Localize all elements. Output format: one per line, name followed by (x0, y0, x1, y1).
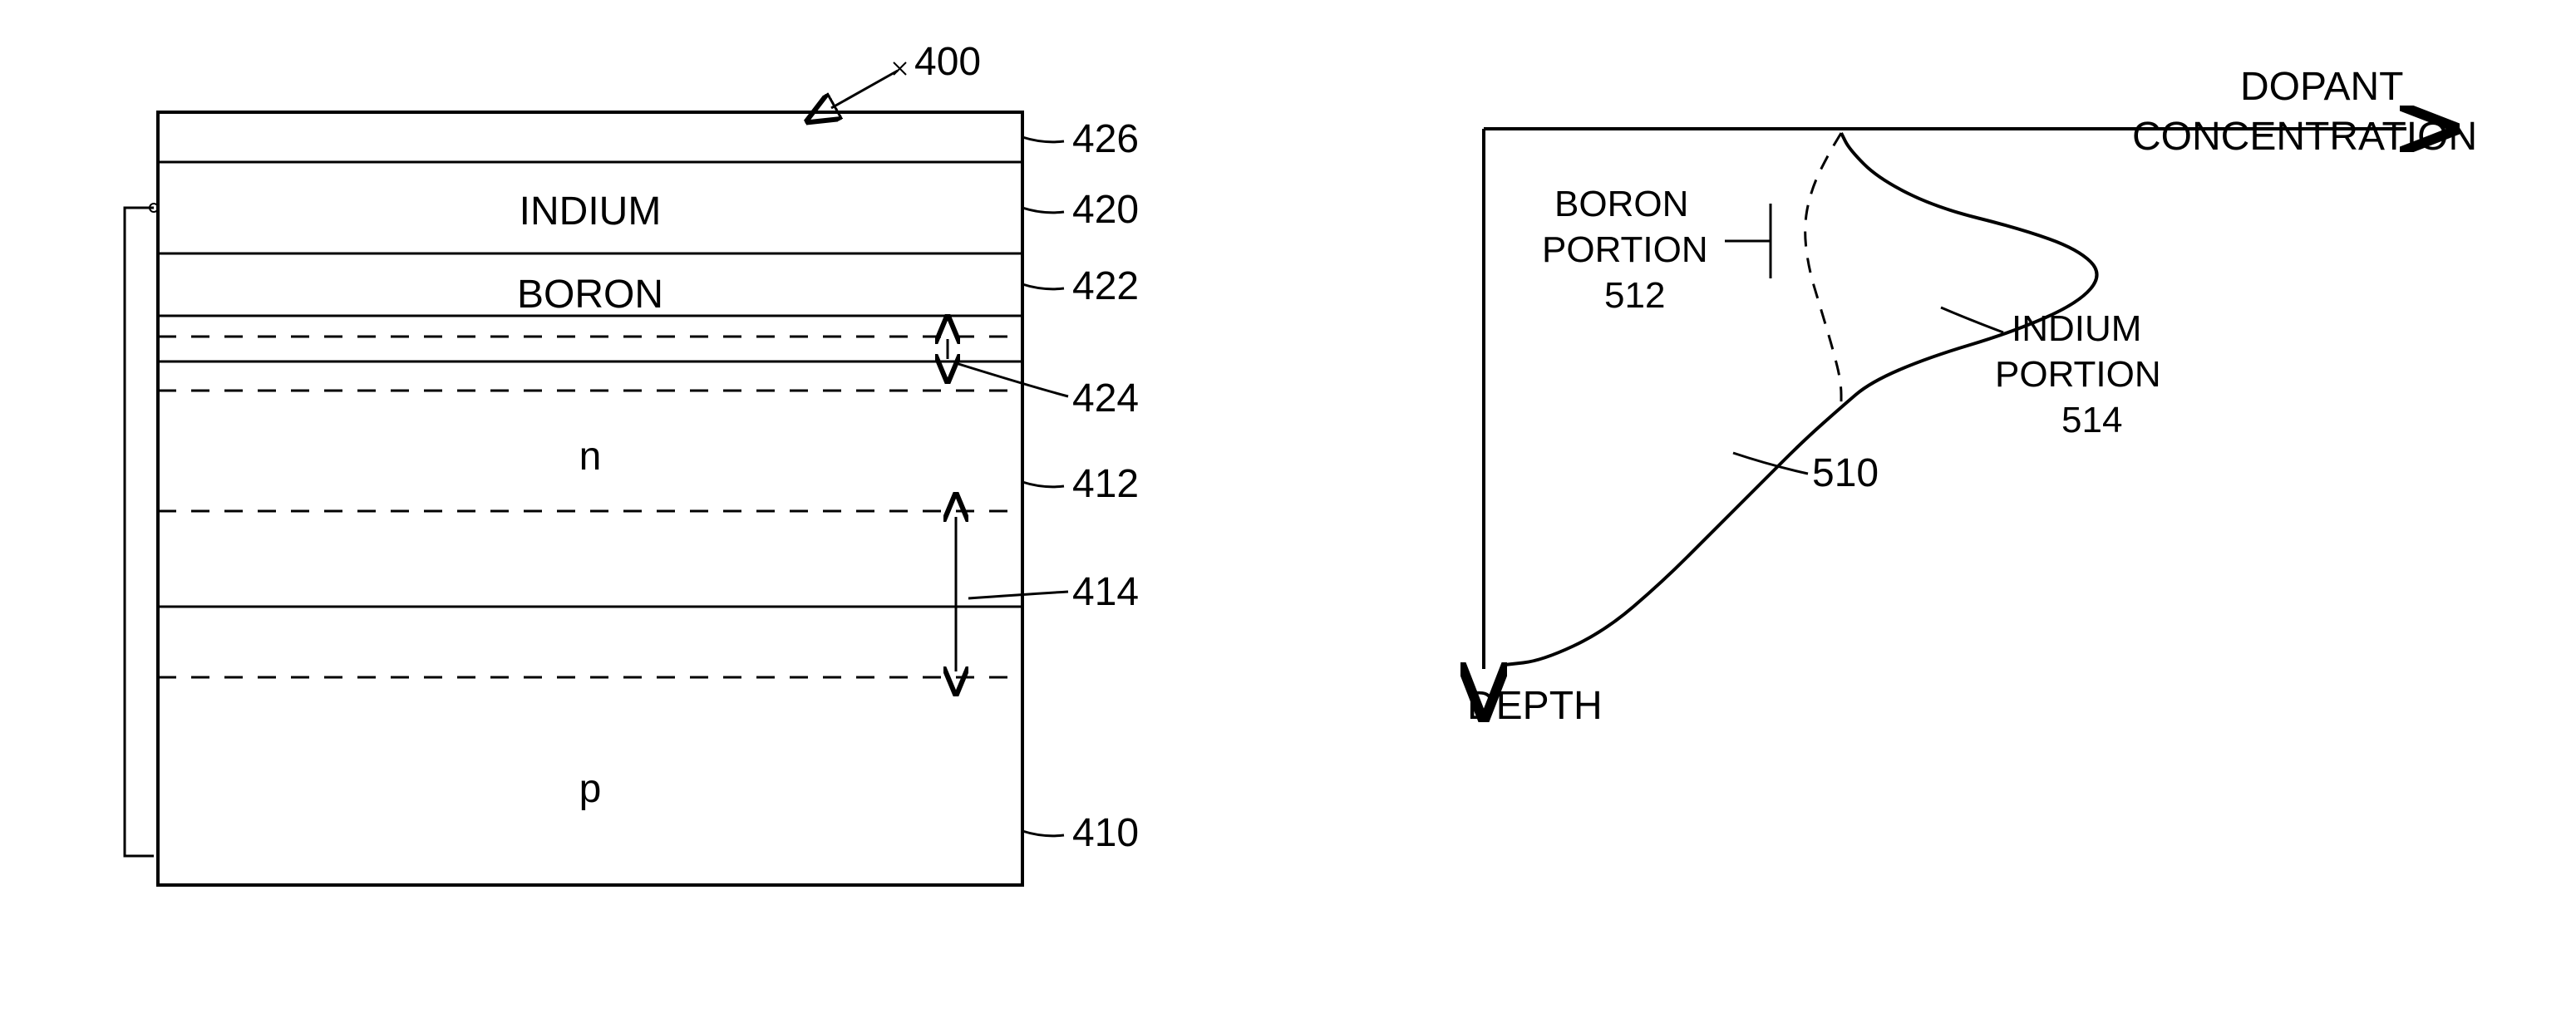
boron-dashed-curve (1805, 133, 1841, 407)
boron-portion-ref: 512 (1604, 275, 1665, 316)
ref-410: 410 (1072, 811, 1139, 855)
ref-426-leader (1022, 137, 1064, 142)
layer-label-indium: INDIUM (520, 189, 662, 234)
ref-422-leader (1022, 284, 1064, 289)
boron-portion-label-2: PORTION (1542, 229, 1708, 270)
ref-400-tail (894, 62, 906, 75)
layer-label-n: n (579, 435, 602, 479)
boron-portion-label-1: BORON (1554, 184, 1688, 224)
layer-label-boron: BORON (517, 273, 663, 317)
ref-414-leader (968, 592, 1068, 598)
curve-label-510: 510 (1812, 451, 1879, 495)
ref-414: 414 (1072, 570, 1139, 614)
ref-412: 412 (1072, 462, 1139, 506)
left-bracket (125, 208, 154, 856)
indium-portion-ref: 514 (2061, 400, 2122, 440)
ref-420: 420 (1072, 188, 1139, 232)
figure-canvas: 400 INDIUM BORON n p 426 420 422 424 412 414 410 DO… (0, 0, 2576, 1018)
ref-412-leader (1022, 482, 1064, 487)
layer-label-p: p (579, 767, 602, 811)
dopant-profile-graph: DOPANT CONCENTRATION DEPTH 510 BORON PORTION 5… (1467, 65, 2477, 728)
indium-portion-label-2: PORTION (1995, 354, 2161, 395)
indium-leader (1941, 307, 2003, 332)
figure-ref-400: 400 (914, 40, 981, 84)
ref-426: 426 (1072, 117, 1139, 161)
curve-510-leader (1733, 453, 1808, 474)
ref-410-leader (1022, 831, 1064, 836)
layer-stack-diagram: 400 INDIUM BORON n p 426 420 422 424 412 414 410 (125, 40, 1139, 885)
x-axis-label-1: DOPANT (2240, 65, 2403, 109)
ref-422: 422 (1072, 264, 1139, 308)
x-axis-label-2: CONCENTRATION (2132, 115, 2477, 159)
y-axis-label: DEPTH (1467, 684, 1603, 728)
indium-portion-label-1: INDIUM (2012, 308, 2141, 349)
figure-svg: 400 INDIUM BORON n p 426 420 422 424 412 414 410 DO… (0, 0, 2576, 1018)
ref-420-leader (1022, 208, 1064, 213)
ref-424: 424 (1072, 376, 1139, 420)
ref-400-leader (831, 71, 898, 108)
